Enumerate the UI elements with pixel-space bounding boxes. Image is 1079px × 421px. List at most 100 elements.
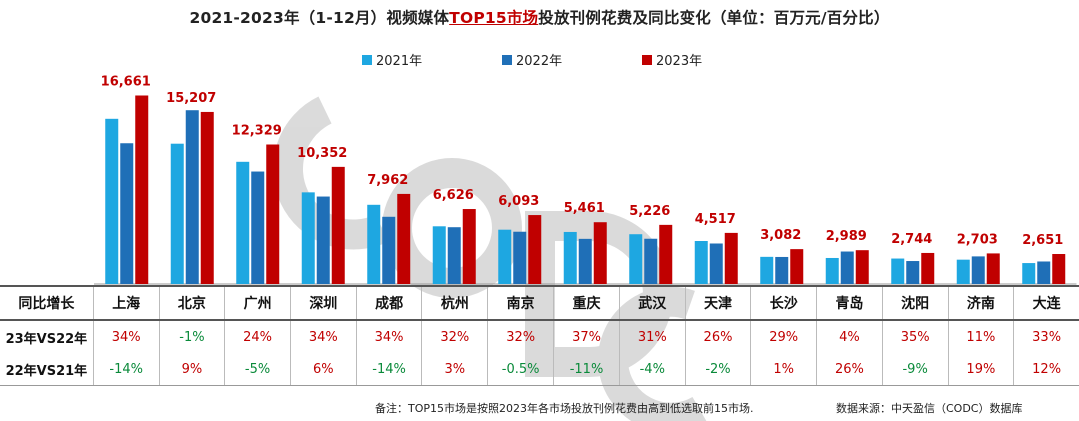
table-row: 同比增长 上海 北京 广州 深圳 成都 杭州 南京 重庆 武汉 天津 长沙 青岛 沈阳 济南 大连 — [0, 285, 1079, 321]
bar-2023年-杭州 — [462, 209, 476, 284]
bar-2022年-济南 — [971, 256, 985, 284]
table-cell: 成都 — [355, 285, 422, 321]
bar-2022年-深圳 — [316, 196, 330, 284]
bar-2022年-武汉 — [644, 238, 658, 284]
bar-2023年-大连 — [1052, 254, 1066, 284]
table-cell: -5% — [224, 353, 291, 386]
table-cell: -14% — [355, 353, 422, 386]
bar-2023年-长沙 — [790, 249, 804, 284]
data-label-2023-沈阳: 2,744 — [891, 232, 932, 247]
table-cell: 沈阳 — [881, 285, 949, 321]
table-cell: -1% — [158, 320, 225, 353]
data-label-2023-天津: 4,517 — [695, 212, 736, 227]
table-cell: 34% — [289, 320, 357, 353]
bar-2021年-成都 — [367, 204, 381, 284]
bar-2021年-青岛 — [825, 257, 839, 284]
bar-2021年-长沙 — [760, 256, 774, 284]
bar-2021年-深圳 — [301, 192, 315, 284]
data-label-2023-南京: 6,093 — [498, 194, 539, 209]
legend-swatch — [362, 54, 372, 65]
data-source: 数据来源：中天盈信（CODC）数据库 — [836, 402, 1023, 415]
legend-item-2022年: 2022年 — [502, 50, 562, 69]
table-cell: 26% — [816, 353, 883, 386]
data-label-2023-济南: 2,703 — [957, 232, 998, 247]
bar-2021年-广州 — [236, 161, 250, 284]
bar-2023年-重庆 — [593, 222, 607, 284]
table-cell: 6% — [289, 353, 357, 386]
table-cell: 济南 — [947, 285, 1014, 321]
data-label-2023-重庆: 5,461 — [564, 201, 605, 216]
row-label: 同比增长 — [0, 285, 94, 321]
table-cell: 上海 — [92, 285, 160, 321]
bar-2023年-武汉 — [659, 224, 673, 284]
bar-2023年-青岛 — [855, 250, 869, 284]
bar-2022年-重庆 — [578, 238, 592, 284]
row-label: 22年VS21年 — [0, 353, 94, 386]
table-cell: 37% — [553, 320, 620, 353]
data-label-2023-广州: 12,329 — [232, 124, 282, 139]
table-cell: -9% — [881, 353, 949, 386]
bar-2021年-大连 — [1022, 263, 1036, 284]
table-cell: 33% — [1013, 320, 1079, 353]
bar-2021年-天津 — [694, 241, 708, 284]
table-cell: -0.5% — [487, 353, 554, 386]
data-label-2023-上海: 16,661 — [101, 74, 151, 89]
table-cell: 重庆 — [553, 285, 620, 321]
table-cell: 深圳 — [289, 285, 357, 321]
bar-2022年-南京 — [513, 231, 527, 284]
table-cell: -4% — [618, 353, 686, 386]
bar-2022年-广州 — [251, 171, 265, 284]
bar-2023年-成都 — [397, 193, 411, 284]
data-label-2023-武汉: 5,226 — [629, 204, 670, 219]
chart-title: 2021-2023年（1-12月）视频媒体TOP15市场投放刊例花费及同比变化（… — [0, 6, 1079, 28]
table-cell: 青岛 — [816, 285, 883, 321]
legend-item-2021年: 2021年 — [362, 50, 422, 69]
table-cell: 35% — [881, 320, 949, 353]
legend-swatch — [642, 54, 652, 65]
data-label-2023-大连: 2,651 — [1022, 233, 1063, 248]
table-cell: 11% — [947, 320, 1014, 353]
row-label: 23年VS22年 — [5, 331, 88, 347]
bar-2022年-沈阳 — [906, 261, 920, 284]
table-cell: 杭州 — [421, 285, 488, 321]
bar-2023年-沈阳 — [921, 252, 935, 284]
table-row: 23年VS22年 34% -1% 24% 34% 34% 32% 32% 37% 31% 26% 29… — [0, 320, 1079, 353]
bar-2021年-沈阳 — [891, 258, 905, 284]
bar-2022年-杭州 — [447, 227, 461, 284]
bar-2023年-广州 — [266, 144, 280, 284]
table-cell: 32% — [487, 320, 554, 353]
data-label-2023-北京: 15,207 — [166, 91, 216, 106]
table-cell: 26% — [684, 320, 751, 353]
bar-2023年-南京 — [528, 215, 542, 284]
table-cell: 南京 — [487, 285, 554, 321]
table-cell: 19% — [947, 353, 1014, 386]
table-cell: -14% — [92, 353, 160, 386]
data-label-2023-成都: 7,962 — [367, 173, 408, 188]
data-label-2023-深圳: 10,352 — [297, 146, 347, 161]
table-cell: -11% — [553, 353, 620, 386]
table-cell: 长沙 — [750, 285, 817, 321]
bar-2021年-重庆 — [563, 231, 577, 284]
table-cell: 3% — [421, 353, 488, 386]
table-cell: 29% — [750, 320, 817, 353]
bar-2022年-成都 — [382, 216, 396, 284]
table-cell: 24% — [224, 320, 291, 353]
bar-2021年-北京 — [170, 143, 184, 284]
table-cell: 广州 — [224, 285, 291, 321]
table-cell: -2% — [684, 353, 751, 386]
bar-2021年-上海 — [105, 118, 119, 284]
bar-2021年-济南 — [956, 259, 970, 284]
data-label-2023-长沙: 3,082 — [760, 228, 801, 243]
title-post: 投放刊例花费及同比变化（单位：百万元/百分比） — [538, 9, 890, 27]
bar-2023年-天津 — [724, 232, 738, 284]
table-cell: 9% — [158, 353, 225, 386]
bar-2022年-北京 — [185, 110, 199, 284]
data-label-2023-杭州: 6,626 — [433, 188, 474, 203]
data-label-2023-青岛: 2,989 — [826, 229, 867, 244]
legend-swatch — [502, 54, 512, 65]
table-cell: 天津 — [684, 285, 751, 321]
table-cell: 4% — [816, 320, 883, 353]
bar-2023年-上海 — [135, 95, 149, 285]
bar-2021年-南京 — [498, 229, 512, 284]
